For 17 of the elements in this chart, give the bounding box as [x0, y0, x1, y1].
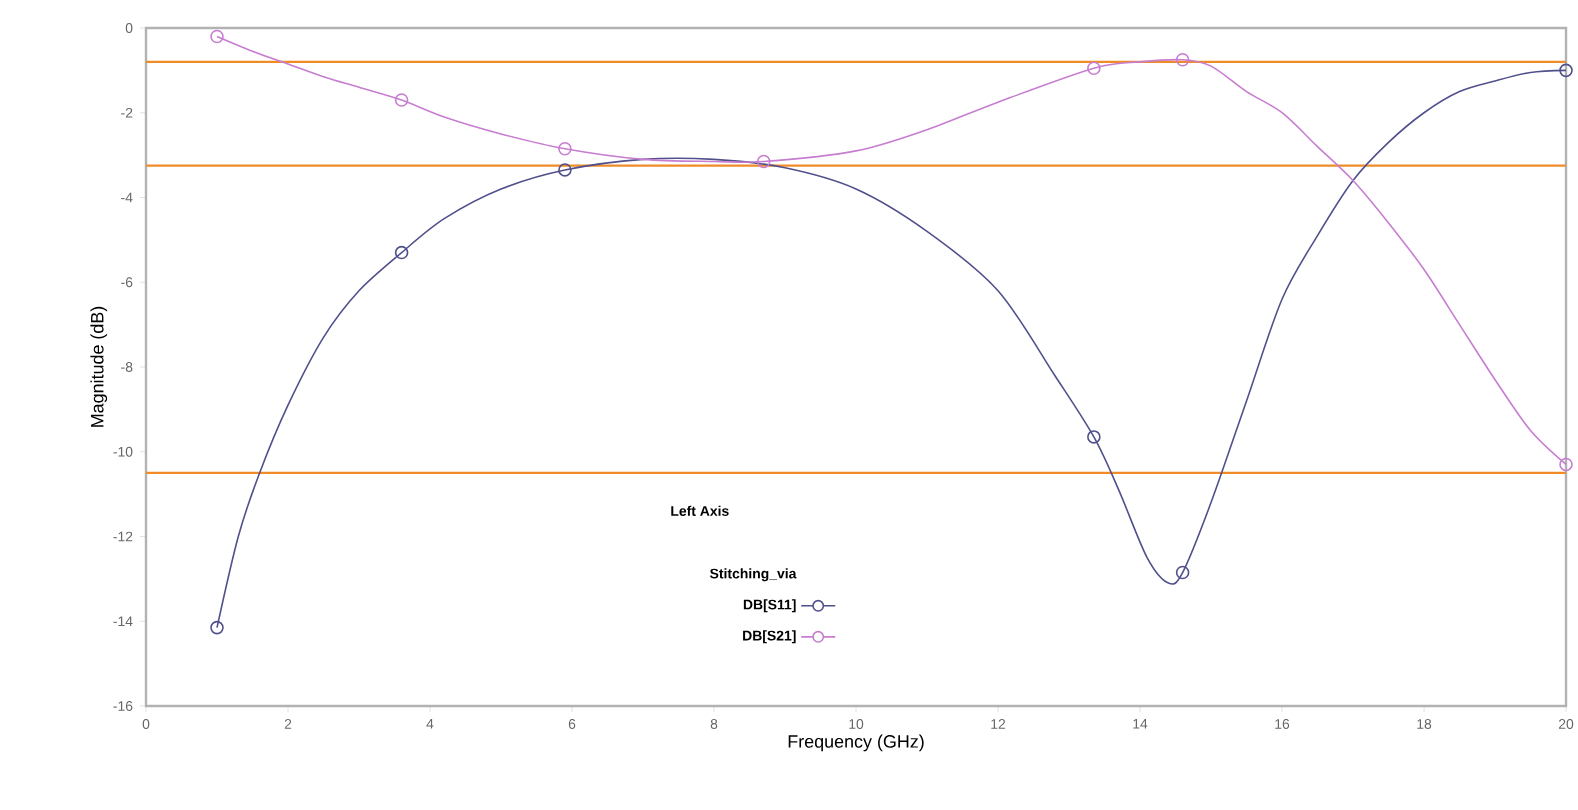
- line-series: [216, 69, 1567, 629]
- line-series: [216, 35, 1567, 466]
- point: [756, 154, 771, 169]
- x-axis-title: Frequency (GHz): [788, 734, 924, 752]
- point: [1087, 430, 1101, 444]
- point: [1175, 53, 1190, 67]
- point: [558, 163, 572, 177]
- point: [558, 141, 572, 156]
- y-axis-title: Magnitude (dB): [90, 306, 108, 427]
- point: [394, 245, 409, 260]
- point: [1559, 457, 1573, 472]
- point: [1087, 61, 1101, 76]
- point: [1559, 63, 1573, 78]
- point: [1175, 565, 1190, 580]
- point: [210, 29, 224, 44]
- point: [394, 93, 409, 107]
- point: [210, 620, 224, 635]
